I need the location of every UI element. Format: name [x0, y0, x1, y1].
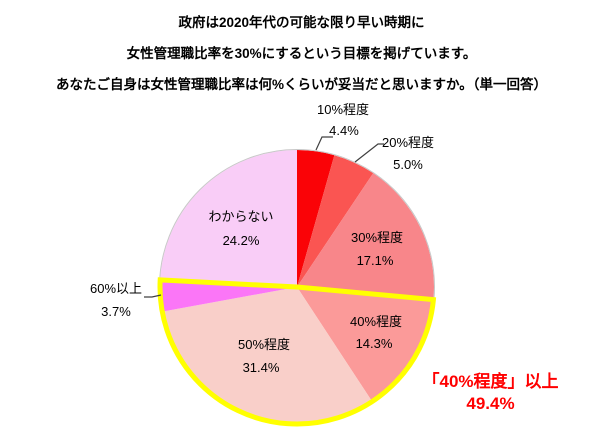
pie-slice-40-percent — [297, 287, 434, 402]
leader-line-20-percent — [354, 143, 384, 163]
highlight-annotation-line1: 「40%程度」以上 — [422, 372, 559, 391]
pie-slice-60-percent-plus — [160, 279, 297, 312]
chart-title-line1: 政府は2020年代の可能な限り早い時期に — [178, 15, 425, 30]
highlight-annotation-line2: 49.4% — [466, 394, 515, 413]
pie-slice-10-percent — [297, 150, 335, 287]
leader-line-60-percent-plus — [144, 294, 162, 298]
chart-title: 政府は2020年代の可能な限り早い時期に 女性管理職比率を30%にするという目標… — [0, 7, 603, 100]
highlight-outline — [157, 277, 437, 427]
chart-title-line3: あなたご自身は女性管理職比率は何%くらいが妥当だと思いますか。（単一回答） — [56, 77, 547, 92]
chart-title-line2: 女性管理職比率を30%にするという目標を掲げています。 — [126, 46, 477, 61]
leader-line-10-percent — [315, 136, 333, 151]
highlight-annotation: 「40%程度」以上 49.4% — [413, 371, 568, 415]
pie-slice-dont-know — [160, 150, 297, 287]
pie-slice-50-percent — [162, 287, 373, 424]
pie-slice-30-percent — [297, 173, 434, 300]
pie-slice-20-percent — [297, 155, 374, 287]
